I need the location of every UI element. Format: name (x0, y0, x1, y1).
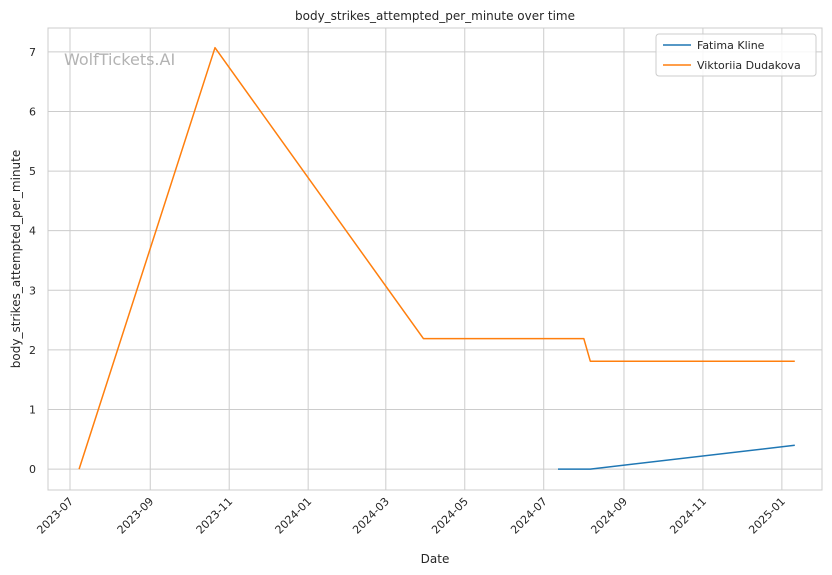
y-tick-label: 5 (29, 165, 36, 178)
y-tick-label: 2 (29, 344, 36, 357)
legend: Fatima Kline Viktoriia Dudakova (655, 33, 817, 77)
y-tick-label: 0 (29, 463, 36, 476)
y-tick-label: 1 (29, 404, 36, 417)
plot-area-frame (47, 27, 823, 491)
y-tick-label: 7 (29, 46, 36, 59)
legend-entry-label: Viktoriia Dudakova (697, 59, 801, 72)
y-tick-label: 3 (29, 284, 36, 297)
series-layer (78, 46, 795, 470)
x-axis-label: Date (421, 552, 450, 566)
series-line (558, 444, 795, 470)
y-tick-label: 6 (29, 105, 36, 118)
chart-title: body_strikes_attempted_per_minute over t… (295, 9, 575, 23)
grid-lines (48, 28, 822, 490)
watermark: WolfTickets.AI (64, 50, 175, 69)
y-tick-label: 4 (29, 225, 36, 238)
series-line (78, 46, 795, 470)
legend-entry-label: Fatima Kline (697, 39, 765, 52)
y-axis-label: body_strikes_attempted_per_minute (9, 150, 23, 368)
legend-box (655, 33, 817, 77)
